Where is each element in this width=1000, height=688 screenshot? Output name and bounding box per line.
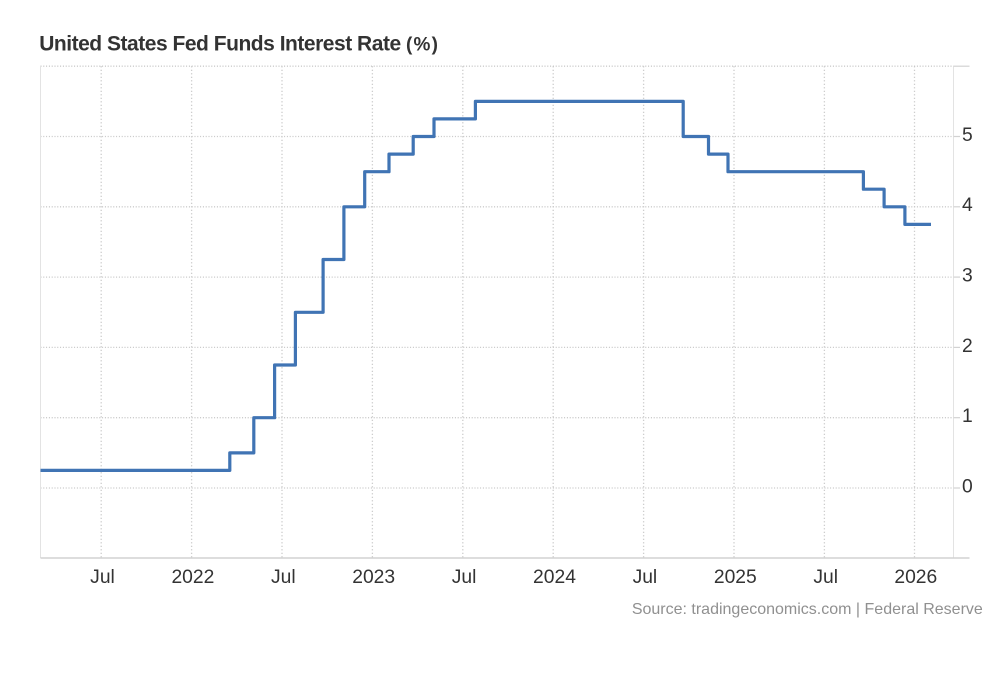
svg-text:1: 1 <box>962 406 973 427</box>
svg-text:Jul: Jul <box>271 567 296 588</box>
svg-text:2: 2 <box>962 336 973 357</box>
svg-text:4: 4 <box>962 195 973 216</box>
svg-text:United States Fed Funds Intere: United States Fed Funds Interest Rate (%… <box>39 33 439 56</box>
svg-text:Source: tradingeconomics.com |: Source: tradingeconomics.com | Federal R… <box>632 601 983 618</box>
svg-text:Jul: Jul <box>633 567 658 588</box>
svg-text:2025: 2025 <box>714 567 757 588</box>
svg-text:Jul: Jul <box>813 567 838 588</box>
svg-text:Jul: Jul <box>90 567 115 588</box>
svg-text:2023: 2023 <box>352 567 395 588</box>
svg-text:Jul: Jul <box>452 567 477 588</box>
svg-text:3: 3 <box>962 266 973 287</box>
svg-text:2022: 2022 <box>171 567 214 588</box>
svg-text:2026: 2026 <box>894 567 937 588</box>
svg-text:0: 0 <box>962 476 973 497</box>
svg-text:2024: 2024 <box>533 567 576 588</box>
svg-text:5: 5 <box>962 125 973 146</box>
